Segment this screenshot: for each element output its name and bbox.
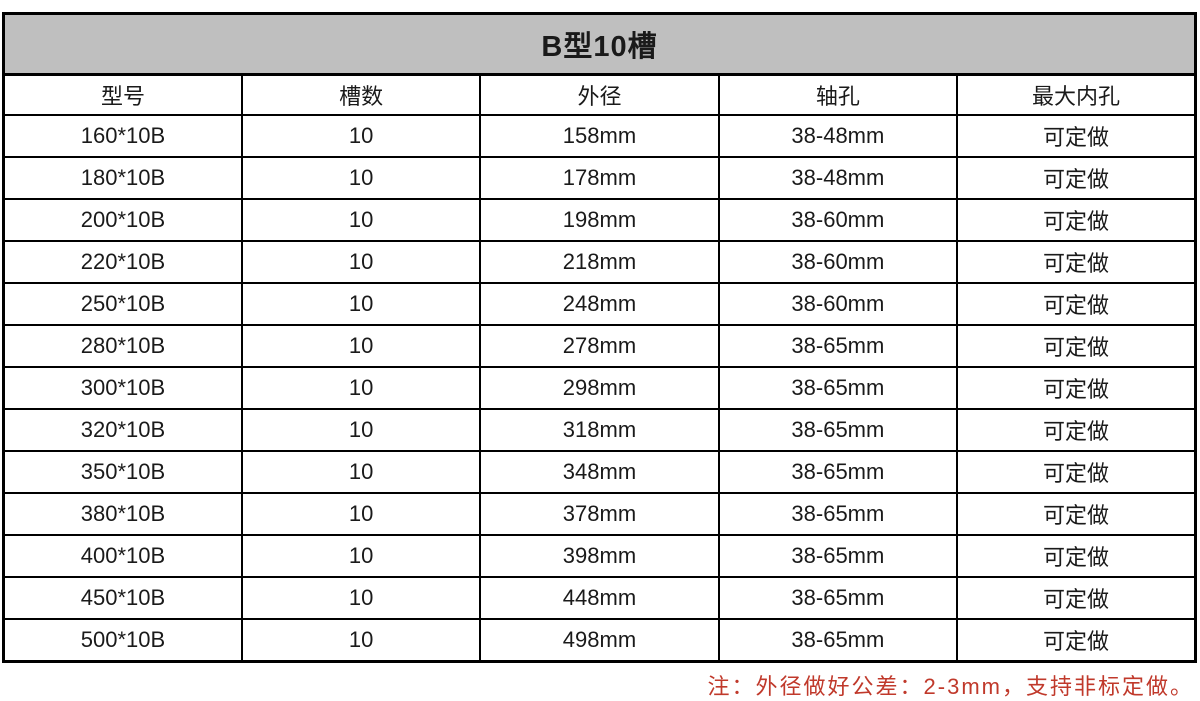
table-cell: 可定做 [956,240,1197,284]
table-row: 160*10B 10 158mm 38-48mm 可定做 [2,114,1197,158]
table-title: B型10槽 [2,12,1197,76]
column-header-row: 型号 槽数 外径 轴孔 最大内孔 [2,73,1197,116]
table-cell: 300*10B [2,366,243,410]
table-cell: 500*10B [2,618,243,663]
table-cell: 10 [240,576,482,620]
table-cell: 380*10B [2,492,243,536]
table-cell: 10 [240,198,482,242]
table-cell: 38-60mm [717,198,959,242]
table-cell: 398mm [479,534,720,578]
table-row: 180*10B 10 178mm 38-48mm 可定做 [2,156,1197,200]
table-cell: 10 [240,408,482,452]
table-cell: 180*10B [2,156,243,200]
table-cell: 10 [240,240,482,284]
table-cell: 298mm [479,366,720,410]
table-cell: 可定做 [956,492,1197,536]
table-cell: 可定做 [956,324,1197,368]
table-cell: 278mm [479,324,720,368]
table-row: 300*10B 10 298mm 38-65mm 可定做 [2,366,1197,410]
table-cell: 38-65mm [717,534,959,578]
table-cell: 158mm [479,114,720,158]
table-cell: 38-65mm [717,618,959,663]
table-cell: 400*10B [2,534,243,578]
table-cell: 可定做 [956,198,1197,242]
column-header-1: 槽数 [240,73,482,116]
table-cell: 可定做 [956,576,1197,620]
table-cell: 348mm [479,450,720,494]
table-cell: 498mm [479,618,720,663]
table-cell: 10 [240,450,482,494]
table-cell: 10 [240,156,482,200]
table-cell: 10 [240,534,482,578]
table-cell: 200*10B [2,198,243,242]
table-cell: 10 [240,324,482,368]
table-cell: 10 [240,282,482,326]
spec-table: B型10槽 型号 槽数 外径 轴孔 最大内孔 160*10B 10 158mm 38-48mm… [2,12,1197,663]
table-cell: 448mm [479,576,720,620]
column-header-3: 轴孔 [717,73,959,116]
table-cell: 可定做 [956,156,1197,200]
table-cell: 280*10B [2,324,243,368]
table-cell: 可定做 [956,366,1197,410]
table-cell: 38-65mm [717,576,959,620]
table-cell: 250*10B [2,282,243,326]
table-title-row: B型10槽 [2,12,1197,76]
table-cell: 38-48mm [717,156,959,200]
table-row: 280*10B 10 278mm 38-65mm 可定做 [2,324,1197,368]
table-cell: 220*10B [2,240,243,284]
table-row: 250*10B 10 248mm 38-60mm 可定做 [2,282,1197,326]
table-row: 500*10B 10 498mm 38-65mm 可定做 [2,618,1197,663]
table-cell: 10 [240,492,482,536]
table-cell: 38-60mm [717,282,959,326]
table-cell: 10 [240,366,482,410]
table-cell: 可定做 [956,408,1197,452]
page: B型10槽 型号 槽数 外径 轴孔 最大内孔 160*10B 10 158mm 38-48mm… [0,12,1200,699]
table-cell: 38-65mm [717,366,959,410]
table-cell: 450*10B [2,576,243,620]
table-cell: 160*10B [2,114,243,158]
table-cell: 可定做 [956,114,1197,158]
table-cell: 可定做 [956,450,1197,494]
table-cell: 378mm [479,492,720,536]
table-row: 320*10B 10 318mm 38-65mm 可定做 [2,408,1197,452]
table-cell: 38-60mm [717,240,959,284]
table-cell: 218mm [479,240,720,284]
table-cell: 350*10B [2,450,243,494]
table-cell: 318mm [479,408,720,452]
table-cell: 198mm [479,198,720,242]
column-header-2: 外径 [479,73,720,116]
table-row: 380*10B 10 378mm 38-65mm 可定做 [2,492,1197,536]
table-row: 200*10B 10 198mm 38-60mm 可定做 [2,198,1197,242]
column-header-0: 型号 [2,73,243,116]
table-cell: 38-65mm [717,450,959,494]
table-row: 220*10B 10 218mm 38-60mm 可定做 [2,240,1197,284]
table-cell: 38-65mm [717,492,959,536]
table-body: 160*10B 10 158mm 38-48mm 可定做 180*10B 10 178mm 38… [2,114,1197,663]
column-header-4: 最大内孔 [956,73,1197,116]
table-cell: 320*10B [2,408,243,452]
table-row: 450*10B 10 448mm 38-65mm 可定做 [2,576,1197,620]
table-cell: 10 [240,114,482,158]
table-cell: 可定做 [956,618,1197,663]
table-cell: 38-48mm [717,114,959,158]
table-cell: 178mm [479,156,720,200]
table-cell: 38-65mm [717,324,959,368]
table-cell: 248mm [479,282,720,326]
table-row: 400*10B 10 398mm 38-65mm 可定做 [2,534,1197,578]
tolerance-note: 注：外径做好公差：2-3mm，支持非标定做。 [707,674,1194,699]
table-cell: 可定做 [956,282,1197,326]
table-cell: 可定做 [956,534,1197,578]
table-row: 350*10B 10 348mm 38-65mm 可定做 [2,450,1197,494]
table-cell: 38-65mm [717,408,959,452]
table-cell: 10 [240,618,482,663]
